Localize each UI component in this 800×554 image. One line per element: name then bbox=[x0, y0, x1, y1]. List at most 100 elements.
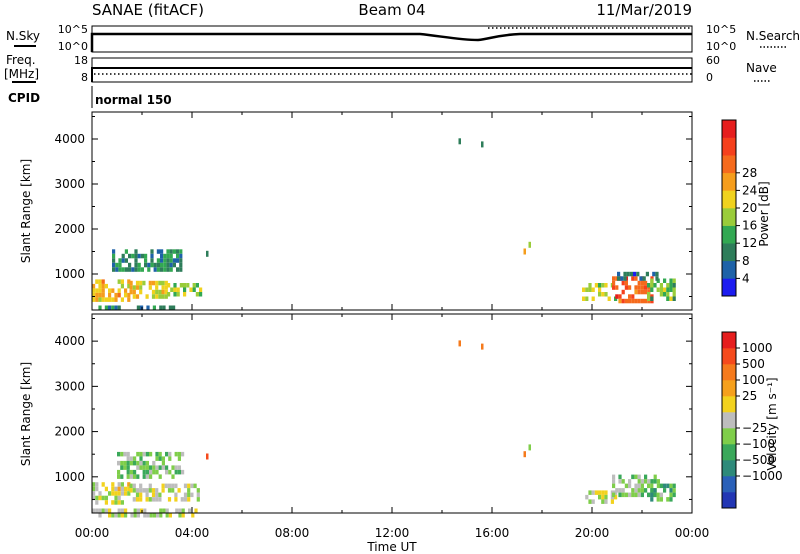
heatmap-cell bbox=[176, 253, 180, 259]
heatmap-cell bbox=[120, 508, 124, 513]
heatmap-cell bbox=[148, 497, 152, 502]
heatmap-cell bbox=[582, 287, 586, 292]
heatmap-cell bbox=[136, 474, 140, 479]
heatmap-cell bbox=[640, 488, 644, 493]
heatmap-cell bbox=[158, 465, 162, 470]
heatmap-cell bbox=[95, 500, 99, 505]
heatmap-cell bbox=[669, 296, 673, 301]
heatmap-cell bbox=[98, 508, 102, 513]
heatmap-cell bbox=[149, 513, 153, 518]
heatmap-cell bbox=[150, 262, 154, 268]
heatmap-cell bbox=[120, 465, 124, 470]
heatmap-cell bbox=[598, 494, 602, 500]
heatmap-cell bbox=[167, 292, 171, 297]
heatmap-cell bbox=[129, 280, 133, 286]
heatmap-cell bbox=[95, 508, 99, 513]
heatmap-cell bbox=[151, 492, 156, 498]
heatmap-cell bbox=[650, 298, 654, 304]
heatmap-cell bbox=[124, 491, 128, 496]
heatmap-cell bbox=[585, 287, 589, 292]
heatmap-cell bbox=[111, 486, 115, 492]
heatmap-cell bbox=[132, 285, 136, 290]
freq-label: Freq. bbox=[6, 53, 36, 67]
freq-tick-high: 18 bbox=[74, 54, 88, 67]
cpid-value: normal 150 bbox=[95, 93, 172, 107]
heatmap-cell bbox=[165, 465, 169, 470]
heatmap-cell bbox=[196, 497, 200, 502]
scatter-point bbox=[458, 138, 461, 145]
heatmap-cell bbox=[193, 483, 197, 489]
heatmap-cell bbox=[123, 460, 127, 466]
heatmap-cell bbox=[92, 482, 96, 487]
heatmap-cell bbox=[644, 289, 648, 295]
heatmap-cell bbox=[637, 285, 641, 290]
heatmap-cell bbox=[183, 492, 188, 498]
heatmap-cell bbox=[189, 287, 193, 292]
heatmap-cell bbox=[588, 490, 592, 495]
heatmap-cell bbox=[158, 451, 162, 457]
scatter-point bbox=[523, 451, 526, 458]
heatmap-cell bbox=[655, 276, 659, 281]
heatmap-cell bbox=[640, 298, 644, 304]
heatmap-cell bbox=[168, 513, 172, 518]
heatmap-cell bbox=[663, 278, 667, 283]
heatmap-cell bbox=[644, 488, 648, 493]
heatmap-cell bbox=[647, 483, 651, 489]
colorbar-segment bbox=[722, 260, 736, 279]
heatmap-cell bbox=[628, 483, 632, 489]
heatmap-cell bbox=[162, 508, 166, 513]
heatmap-cell bbox=[124, 513, 128, 518]
heatmap-cell bbox=[161, 460, 165, 466]
heatmap-cell bbox=[612, 285, 616, 290]
heatmap-cell bbox=[672, 292, 676, 297]
heatmap-cell bbox=[171, 488, 175, 493]
heatmap-cell bbox=[598, 287, 602, 292]
heatmap-cell bbox=[139, 492, 143, 498]
heatmap-cell bbox=[601, 499, 605, 504]
heatmap-cell bbox=[179, 249, 183, 254]
heatmap-cell bbox=[640, 285, 644, 290]
heatmap-cell bbox=[628, 294, 632, 299]
heatmap-cell bbox=[108, 288, 112, 293]
heatmap-cell bbox=[145, 488, 149, 493]
heatmap-cell bbox=[133, 508, 137, 513]
heatmap-cell bbox=[175, 508, 179, 513]
heatmap-cell bbox=[653, 492, 657, 498]
heatmap-cell bbox=[140, 253, 144, 259]
y-tick-label: 1000 bbox=[54, 267, 85, 281]
heatmap-cell bbox=[145, 492, 149, 498]
heatmap-cell bbox=[155, 285, 159, 290]
heatmap-cell bbox=[150, 249, 154, 254]
heatmap-cell bbox=[669, 492, 673, 498]
colorbar-tick-label: −1000 bbox=[742, 469, 783, 483]
velocity-colorbar: 1000 500 100 25 −25 −100 −500 −1000 bbox=[721, 331, 783, 509]
heatmap-cell bbox=[136, 508, 140, 513]
heatmap-cell bbox=[120, 500, 124, 505]
nave-tick-high: 60 bbox=[706, 54, 720, 67]
heatmap-cell bbox=[647, 479, 651, 484]
heatmap-cell bbox=[117, 305, 121, 310]
heatmap-cell bbox=[155, 280, 159, 286]
heatmap-cell bbox=[145, 294, 149, 299]
heatmap-cell bbox=[166, 262, 170, 268]
heatmap-cell bbox=[669, 283, 673, 288]
heatmap-cell bbox=[117, 486, 121, 492]
colorbar-tick-label: 100 bbox=[742, 373, 765, 387]
colorbar-segment bbox=[722, 348, 736, 365]
heatmap-cell bbox=[623, 271, 627, 277]
heatmap-cell bbox=[672, 287, 676, 292]
colorbar-segment bbox=[722, 364, 736, 381]
heatmap-cell bbox=[132, 294, 136, 299]
heatmap-cell bbox=[169, 253, 173, 259]
colorbar-tick-label: 12 bbox=[742, 236, 757, 250]
station-title: SANAE (fitACF) bbox=[92, 1, 204, 19]
heatmap-cell bbox=[145, 460, 149, 466]
heatmap-cell bbox=[669, 488, 673, 493]
heatmap-cell bbox=[588, 287, 592, 292]
heatmap-cell bbox=[134, 249, 138, 254]
scatter-point bbox=[481, 343, 484, 350]
heatmap-cell bbox=[139, 488, 143, 493]
heatmap-cell bbox=[617, 276, 621, 281]
heatmap-cell bbox=[111, 513, 115, 518]
heatmap-cell bbox=[640, 492, 644, 498]
